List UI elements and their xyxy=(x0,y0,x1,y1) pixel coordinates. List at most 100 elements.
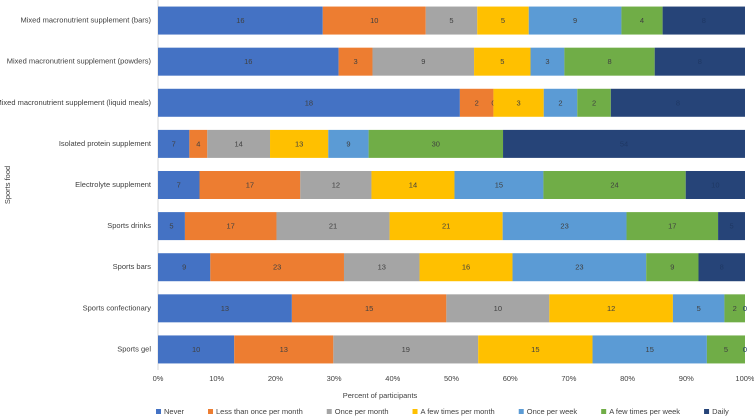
data-label: 15 xyxy=(531,345,539,354)
bar-segment xyxy=(530,47,565,76)
y-tick-label: Mixed macronutrient supplement (bars) xyxy=(21,16,152,25)
bar-segment xyxy=(474,47,531,76)
x-tick-label: 20% xyxy=(268,374,283,383)
data-label: 23 xyxy=(575,263,583,272)
data-label: 9 xyxy=(182,263,186,272)
data-label: 5 xyxy=(500,57,504,66)
data-label: 10 xyxy=(192,345,200,354)
y-tick-label: Electrolyte supplement xyxy=(75,180,152,189)
data-label: 8 xyxy=(702,16,706,25)
legend-swatch xyxy=(208,409,214,414)
data-label: 0 xyxy=(743,345,747,354)
legend-swatch xyxy=(156,409,161,414)
data-label: 13 xyxy=(378,263,386,272)
data-label: 7 xyxy=(172,139,176,148)
x-axis-label: Percent of participants xyxy=(343,391,418,400)
data-label: 9 xyxy=(670,263,674,272)
data-label: 0 xyxy=(743,304,747,313)
bar-segment xyxy=(389,212,503,241)
bar-segment xyxy=(425,6,478,35)
data-label: 24 xyxy=(610,180,618,189)
bar-segment xyxy=(291,294,447,323)
legend-label: Daily xyxy=(712,407,729,416)
bar-segment xyxy=(672,294,725,323)
bar-segment xyxy=(207,129,271,158)
data-label: 16 xyxy=(236,16,244,25)
data-label: 15 xyxy=(495,180,503,189)
y-tick-label: Mixed macronutrient supplement (powders) xyxy=(7,57,152,66)
legend-label: Once per month xyxy=(335,407,389,416)
bar-segment xyxy=(158,47,339,76)
y-tick-label: Sports bars xyxy=(113,262,152,271)
y-tick-label: Mixed macronutrient supplement (liquid m… xyxy=(0,98,152,107)
data-label: 14 xyxy=(409,180,417,189)
bar-segment xyxy=(478,335,593,364)
data-label: 13 xyxy=(295,139,303,148)
y-tick-label: Sports drinks xyxy=(107,221,151,230)
data-label: 21 xyxy=(442,222,450,231)
data-label: 2 xyxy=(475,98,479,107)
data-label: 5 xyxy=(501,16,505,25)
data-label: 12 xyxy=(607,304,615,313)
data-label: 54 xyxy=(620,139,628,148)
data-label: 8 xyxy=(720,263,724,272)
bar-segment xyxy=(493,88,544,117)
data-label: 9 xyxy=(346,139,350,148)
data-label: 16 xyxy=(462,263,470,272)
bar-segment xyxy=(724,294,745,323)
bar-segment xyxy=(626,212,719,241)
bar-segment xyxy=(158,88,460,117)
data-label: 23 xyxy=(273,263,281,272)
y-tick-label: Sports gel xyxy=(117,344,151,353)
data-label: 3 xyxy=(353,57,357,66)
y-tick-label: Sports confectionary xyxy=(83,303,152,312)
bar-segment xyxy=(543,88,578,117)
bar-segment xyxy=(610,88,745,117)
data-label: 13 xyxy=(221,304,229,313)
bar-segment xyxy=(333,335,479,364)
bar-segment xyxy=(158,171,200,199)
bar-segment xyxy=(210,253,344,282)
bar-segment xyxy=(343,253,420,282)
data-label: 7 xyxy=(177,180,181,189)
bar-segment xyxy=(459,88,494,117)
data-label: 18 xyxy=(305,98,313,107)
bar-segment xyxy=(549,294,673,323)
data-label: 16 xyxy=(244,57,252,66)
x-tick-label: 60% xyxy=(503,374,518,383)
data-label: 10 xyxy=(711,180,719,189)
data-label: 13 xyxy=(280,345,288,354)
legend-label: A few times per week xyxy=(609,407,680,416)
bar-segment xyxy=(528,6,622,35)
data-label: 17 xyxy=(227,222,235,231)
bar-segment xyxy=(685,171,745,199)
legend-swatch xyxy=(601,409,607,414)
data-label: 2 xyxy=(733,304,737,313)
y-tick-label: Isolated protein supplement xyxy=(59,139,152,148)
data-label: 8 xyxy=(607,57,611,66)
bar-segment xyxy=(158,129,190,158)
data-label: 9 xyxy=(421,57,425,66)
data-label: 9 xyxy=(573,16,577,25)
bar-segment xyxy=(543,171,686,199)
data-label: 19 xyxy=(402,345,410,354)
data-label: 30 xyxy=(432,139,440,148)
data-label: 2 xyxy=(558,98,562,107)
bar-segment xyxy=(371,171,455,199)
bar-segment xyxy=(158,294,292,323)
x-tick-label: 100% xyxy=(735,374,754,383)
bar-segment xyxy=(698,253,745,282)
data-label: 15 xyxy=(365,304,373,313)
bar-segment xyxy=(621,6,663,35)
data-label: 5 xyxy=(724,345,728,354)
data-label: 5 xyxy=(169,222,173,231)
bar-segment xyxy=(158,253,211,282)
x-tick-label: 50% xyxy=(444,374,459,383)
bar-segment xyxy=(338,47,373,76)
data-label: 5 xyxy=(729,222,733,231)
bar-segment xyxy=(577,88,611,117)
bar-segment xyxy=(368,129,504,158)
bar-segment xyxy=(419,253,513,282)
legend-swatch xyxy=(326,409,332,414)
bar-segment xyxy=(372,47,475,76)
